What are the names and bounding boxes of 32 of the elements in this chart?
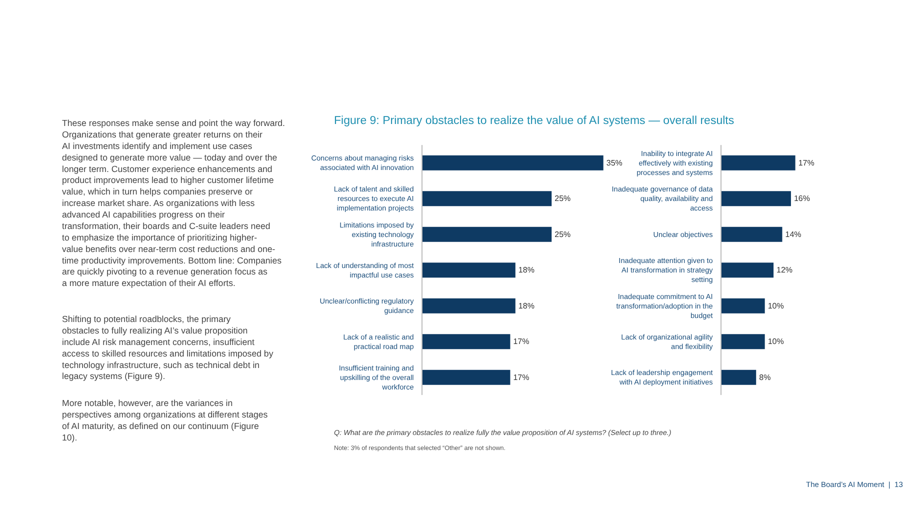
data-label: 35% [606,158,622,168]
bar [721,155,796,170]
bar [422,226,552,242]
data-label: 10% [768,301,784,310]
data-label: 14% [785,230,802,239]
bar [422,191,552,206]
bar [721,226,782,242]
data-label: 18% [518,301,534,310]
data-label: 17% [798,158,814,168]
bar [721,334,765,350]
bar [422,370,510,385]
bar [721,262,774,278]
bar [422,155,604,170]
text: More notable, however, are the variances in perspectives among organizations at different stages of AI maturity, as defined on our continuum (Figure 10). [62,398,268,442]
bar [721,298,765,314]
text: Shifting to potential roadblocks, the primary obstacles to fully realizing AI’s value proposition include AI risk management concerns, insufficient access to skilled resources and limitations imposed by technology infrastructure, such as technical debt in legacy systems (Figure 9). [62,314,274,382]
bar [721,191,791,206]
data-label: 17% [513,337,530,346]
data-label: 12% [776,266,793,275]
data-label: 17% [513,372,530,382]
bar [422,298,516,314]
bar [422,262,516,278]
data-label: 25% [554,194,571,204]
data-label: 8% [759,372,771,382]
text: These responses make sense and point the way forward. Organizations that generate greater returns on their AI investments identify and implement use cases designed to generate more value — today and over the longer term. Customer experience enhancements and product improvements lead to higher customer lifetime value, which in turn helps companies preserve or increase market share. As organizations with less advanced AI capabilities progress on their transformation, their boards and C-suite leaders need to emphasize the importance of prioritizing higher-value benefits over near-term cost reductions and one-time productivity improvements. Bottom line: Companies are quickly pivoting to a revenue generation focus as a more mature expectation of their AI efforts. [62,118,285,288]
data-label: 18% [518,266,534,275]
bar [422,334,510,350]
bar [721,370,756,385]
data-label: 10% [768,337,784,346]
data-label: 16% [794,194,810,204]
chart-title: Figure 9: Primary obstacles to realize the value of AI systems — overall results [334,115,734,127]
data-label: 25% [554,230,571,239]
